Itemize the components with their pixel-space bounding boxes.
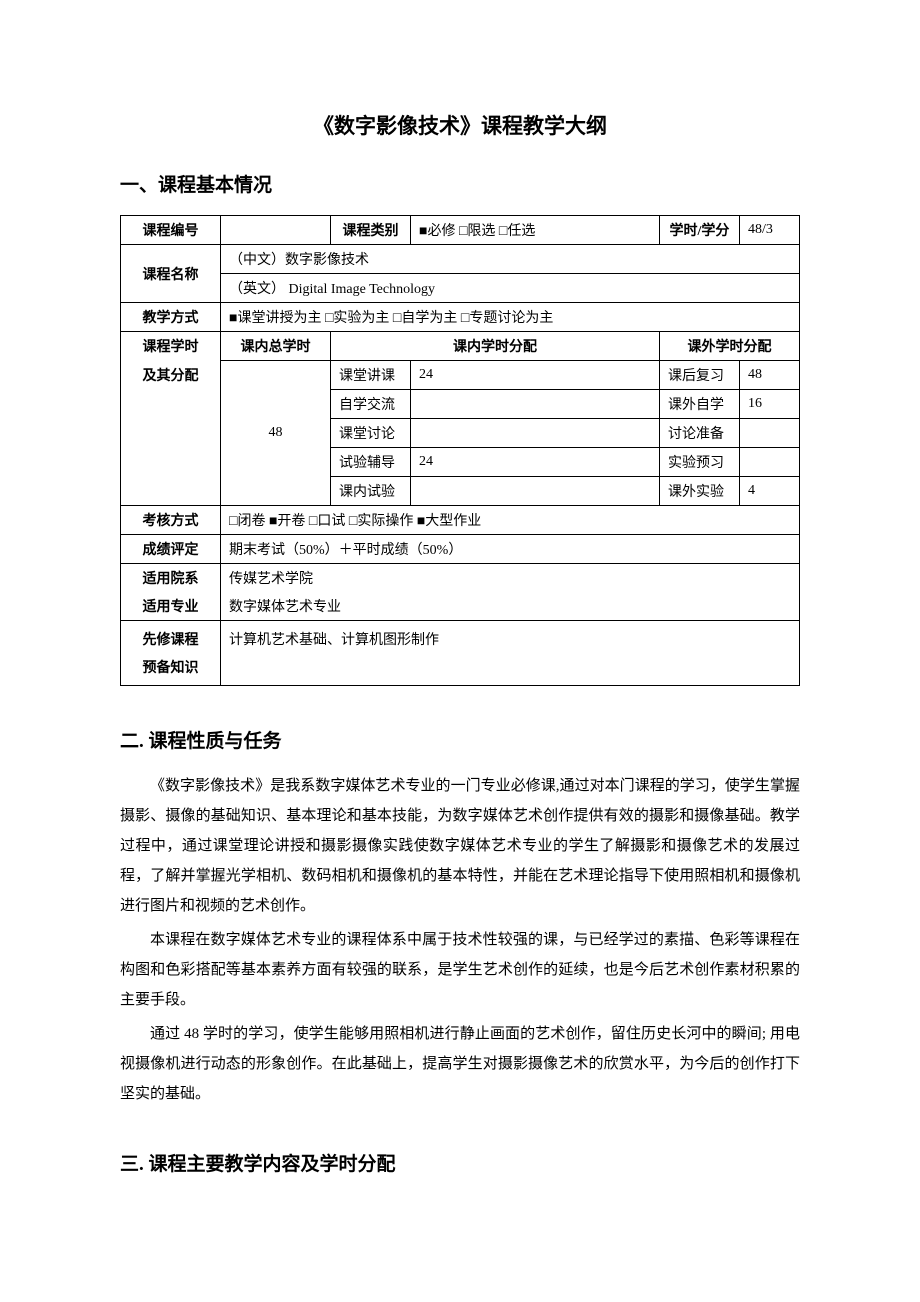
label-course-no: 课程编号 bbox=[121, 216, 221, 245]
table-row: 课程名称 （中文）数字影像技术 bbox=[121, 245, 800, 274]
document-title: 《数字影像技术》课程教学大纲 bbox=[120, 110, 800, 140]
dist-out-val: 4 bbox=[740, 477, 800, 506]
dist-out-val bbox=[740, 419, 800, 448]
dist-in-val: 24 bbox=[411, 448, 660, 477]
dist-out-val: 48 bbox=[740, 361, 800, 390]
label-assess: 考核方式 bbox=[121, 506, 221, 535]
section-2-body: 《数字影像技术》是我系数字媒体艺术专业的一门专业必修课,通过对本门课程的学习，使… bbox=[120, 771, 800, 1109]
label-hours-2: 及其分配 bbox=[121, 361, 221, 506]
section-2-header: 二. 课程性质与任务 bbox=[120, 726, 800, 753]
paragraph: 通过 48 学时的学习，使学生能够用照相机进行静止画面的艺术创作，留住历史长河中… bbox=[120, 1019, 800, 1109]
dist-in-val bbox=[411, 419, 660, 448]
value-credit: 48/3 bbox=[740, 216, 800, 245]
paragraph: 本课程在数字媒体艺术专业的课程体系中属于技术性较强的课，与已经学过的素描、色彩等… bbox=[120, 925, 800, 1015]
value-teaching-method: ■课堂讲授为主 □实验为主 □自学为主 □专题讨论为主 bbox=[221, 303, 800, 332]
dist-in-label: 课堂讲课 bbox=[331, 361, 411, 390]
label-prereq2: 预备知识 bbox=[121, 653, 221, 686]
dist-in-label: 自学交流 bbox=[331, 390, 411, 419]
table-row: 教学方式 ■课堂讲授为主 □实验为主 □自学为主 □专题讨论为主 bbox=[121, 303, 800, 332]
label-credit: 学时/学分 bbox=[660, 216, 740, 245]
table-row: 先修课程 计算机艺术基础、计算机图形制作 bbox=[121, 621, 800, 654]
value-course-no bbox=[221, 216, 331, 245]
dist-out-label: 实验预习 bbox=[660, 448, 740, 477]
value-assess: □闭卷 ■开卷 □口试 □实际操作 ■大型作业 bbox=[221, 506, 800, 535]
dist-in-val bbox=[411, 390, 660, 419]
value-prereq: 计算机艺术基础、计算机图形制作 bbox=[221, 621, 800, 686]
dist-in-label: 课内试验 bbox=[331, 477, 411, 506]
dist-out-val bbox=[740, 448, 800, 477]
label-outer-dist: 课外学时分配 bbox=[660, 332, 800, 361]
label-hours-1: 课程学时 bbox=[121, 332, 221, 361]
dist-out-label: 课外实验 bbox=[660, 477, 740, 506]
table-row: 及其分配 48 课堂讲课 24 课后复习 48 bbox=[121, 361, 800, 390]
table-row: （英文） Digital Image Technology bbox=[121, 274, 800, 303]
table-row: 适用专业 数字媒体艺术专业 bbox=[121, 592, 800, 621]
label-course-type: 课程类别 bbox=[331, 216, 411, 245]
dist-out-label: 课外自学 bbox=[660, 390, 740, 419]
label-grade: 成绩评定 bbox=[121, 535, 221, 564]
label-teaching-method: 教学方式 bbox=[121, 303, 221, 332]
table-row: 成绩评定 期末考试（50%）＋平时成绩（50%） bbox=[121, 535, 800, 564]
course-info-table: 课程编号 课程类别 ■必修 □限选 □任选 学时/学分 48/3 课程名称 （中… bbox=[120, 215, 800, 686]
value-course-type: ■必修 □限选 □任选 bbox=[411, 216, 660, 245]
dist-out-label: 讨论准备 bbox=[660, 419, 740, 448]
label-dept: 适用院系 bbox=[121, 564, 221, 593]
value-grade: 期末考试（50%）＋平时成绩（50%） bbox=[221, 535, 800, 564]
table-row: 课程编号 课程类别 ■必修 □限选 □任选 学时/学分 48/3 bbox=[121, 216, 800, 245]
value-total-hours: 48 bbox=[221, 361, 331, 506]
dist-in-val bbox=[411, 477, 660, 506]
paragraph: 《数字影像技术》是我系数字媒体艺术专业的一门专业必修课,通过对本门课程的学习，使… bbox=[120, 771, 800, 921]
dist-out-val: 16 bbox=[740, 390, 800, 419]
section-1-header: 一、课程基本情况 bbox=[120, 170, 800, 197]
dist-out-label: 课后复习 bbox=[660, 361, 740, 390]
dist-in-label: 试验辅导 bbox=[331, 448, 411, 477]
label-prereq: 先修课程 bbox=[121, 621, 221, 654]
label-inner-dist: 课内学时分配 bbox=[331, 332, 660, 361]
table-row: 考核方式 □闭卷 ■开卷 □口试 □实际操作 ■大型作业 bbox=[121, 506, 800, 535]
label-course-name: 课程名称 bbox=[121, 245, 221, 303]
value-major: 数字媒体艺术专业 bbox=[221, 592, 800, 621]
table-row: 课程学时 课内总学时 课内学时分配 课外学时分配 bbox=[121, 332, 800, 361]
value-name-en: （英文） Digital Image Technology bbox=[221, 274, 800, 303]
dist-in-label: 课堂讨论 bbox=[331, 419, 411, 448]
section-3-header: 三. 课程主要教学内容及学时分配 bbox=[120, 1149, 800, 1176]
value-name-cn: （中文）数字影像技术 bbox=[221, 245, 800, 274]
label-total-hours: 课内总学时 bbox=[221, 332, 331, 361]
label-major: 适用专业 bbox=[121, 592, 221, 621]
dist-in-val: 24 bbox=[411, 361, 660, 390]
value-dept: 传媒艺术学院 bbox=[221, 564, 800, 593]
table-row: 适用院系 传媒艺术学院 bbox=[121, 564, 800, 593]
